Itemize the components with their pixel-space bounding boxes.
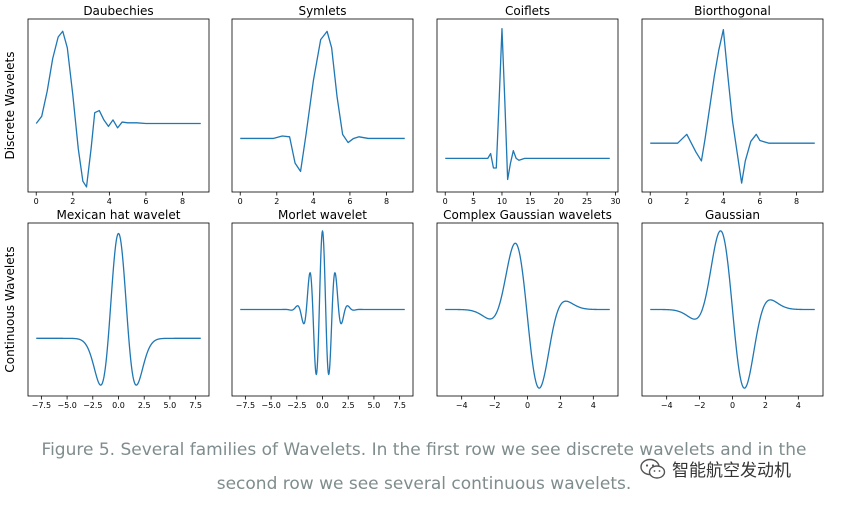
plot-frame bbox=[436, 18, 619, 193]
x-tick-label: 8 bbox=[384, 197, 389, 206]
x-tick-label: 0 bbox=[730, 401, 735, 410]
x-tick-label: 0 bbox=[525, 401, 530, 410]
plot-frame bbox=[27, 18, 210, 193]
subplot-title: Gaussian bbox=[705, 208, 760, 222]
wavelet-line bbox=[239, 230, 406, 376]
x-tick-label: 30 bbox=[610, 197, 620, 206]
x-tick-label: 6 bbox=[347, 197, 352, 206]
x-tick-label: 4 bbox=[107, 197, 112, 206]
x-tick-label: 0 bbox=[238, 197, 243, 206]
x-tick-label: 4 bbox=[721, 197, 726, 206]
x-tick-label: 4 bbox=[311, 197, 316, 206]
wavelet-subplot: Biorthogonal 0 2 4 6 8 bbox=[641, 4, 824, 206]
x-tick-label: 25 bbox=[582, 197, 592, 206]
row-label: Discrete Wavelets bbox=[3, 52, 17, 160]
subplot-title: Mexican hat wavelet bbox=[57, 208, 181, 222]
plot-frame bbox=[27, 222, 210, 397]
x-tick-label: 0.0 bbox=[112, 401, 125, 410]
x-tick-label: −5.0 bbox=[57, 401, 76, 410]
x-tick-label: 0 bbox=[34, 197, 39, 206]
plot-frame bbox=[231, 18, 414, 193]
wavelet-subplot: Morlet wavelet −7.5 −5.0 −2.5 0.0 2.5 5.0 7.5 bbox=[231, 208, 414, 410]
wavelet-line bbox=[444, 242, 611, 389]
subplot-title: Daubechies bbox=[83, 4, 153, 18]
wavelet-subplot: Coiflets 0 5 10 15 20 25 30 bbox=[436, 4, 621, 206]
x-tick-label: 20 bbox=[554, 197, 564, 206]
x-tick-label: 2.5 bbox=[342, 401, 355, 410]
watermark-text: 智能航空发动机 bbox=[672, 461, 791, 481]
x-tick-label: 2.5 bbox=[138, 401, 151, 410]
x-tick-label: 2 bbox=[763, 401, 768, 410]
x-tick-label: 8 bbox=[794, 197, 799, 206]
x-tick-label: −2 bbox=[694, 401, 706, 410]
x-tick-label: 0 bbox=[648, 197, 653, 206]
x-tick-label: 4 bbox=[796, 401, 801, 410]
wavelet-line bbox=[35, 30, 201, 188]
x-tick-label: −2.5 bbox=[287, 401, 306, 410]
subplot-title: Coiflets bbox=[505, 4, 550, 18]
x-tick-label: 15 bbox=[525, 197, 535, 206]
wavelet-subplot: Daubechies 0 2 4 6 8 bbox=[27, 4, 210, 206]
x-tick-label: 0.0 bbox=[316, 401, 329, 410]
x-tick-label: −7.5 bbox=[236, 401, 255, 410]
x-tick-label: 7.5 bbox=[393, 401, 406, 410]
x-tick-label: −2.5 bbox=[83, 401, 102, 410]
watermark: 智能航空发动机 bbox=[640, 456, 791, 481]
x-tick-label: 2 bbox=[684, 197, 689, 206]
x-tick-label: −7.5 bbox=[32, 401, 51, 410]
row-label: Continuous Wavelets bbox=[3, 246, 17, 372]
x-tick-label: −4 bbox=[456, 401, 468, 410]
figure-caption-line-2: second row we see several continuous wav… bbox=[216, 474, 632, 494]
x-tick-label: 10 bbox=[497, 197, 507, 206]
x-tick-label: 5.0 bbox=[164, 401, 177, 410]
wechat-icon bbox=[640, 458, 666, 479]
wavelet-subplot: Symlets 0 2 4 6 8 bbox=[231, 4, 414, 206]
wavelet-line bbox=[445, 27, 610, 181]
x-tick-label: 2 bbox=[70, 197, 75, 206]
subplot-title: Biorthogonal bbox=[694, 4, 771, 18]
x-tick-label: −5.0 bbox=[261, 401, 280, 410]
subplot-title: Symlets bbox=[298, 4, 346, 18]
x-tick-label: −2 bbox=[489, 401, 501, 410]
x-tick-label: 6 bbox=[143, 197, 148, 206]
wavelet-figure: Discrete Wavelets Continuous Wavelets Daub… bbox=[3, 4, 824, 410]
x-tick-label: −4 bbox=[661, 401, 673, 410]
wavelet-line bbox=[35, 232, 202, 386]
x-tick-label: 2 bbox=[558, 401, 563, 410]
subplot-title: Complex Gaussian wavelets bbox=[443, 208, 612, 222]
plot-frame bbox=[641, 18, 824, 193]
wavelet-line bbox=[649, 230, 816, 389]
x-tick-label: 7.5 bbox=[189, 401, 202, 410]
x-tick-label: 5.0 bbox=[368, 401, 381, 410]
wavelet-subplot: Mexican hat wavelet −7.5 −5.0 −2.5 0.0 2.5 5.0… bbox=[27, 208, 210, 410]
x-tick-label: 0 bbox=[443, 197, 448, 206]
x-tick-label: 2 bbox=[274, 197, 279, 206]
x-tick-label: 4 bbox=[591, 401, 596, 410]
wavelet-line bbox=[650, 29, 815, 184]
x-tick-label: 6 bbox=[757, 197, 762, 206]
wavelet-subplot: Gaussian −4 −2 0 2 4 bbox=[641, 208, 824, 410]
x-tick-label: 5 bbox=[471, 197, 476, 206]
figure-caption-line-1: Figure 5. Several families of Wavelets. … bbox=[41, 440, 807, 460]
subplot-title: Morlet wavelet bbox=[278, 208, 367, 222]
wavelet-subplot: Complex Gaussian wavelets −4 −2 0 2 4 bbox=[436, 208, 619, 410]
wavelet-line bbox=[240, 30, 405, 173]
x-tick-label: 8 bbox=[180, 197, 185, 206]
